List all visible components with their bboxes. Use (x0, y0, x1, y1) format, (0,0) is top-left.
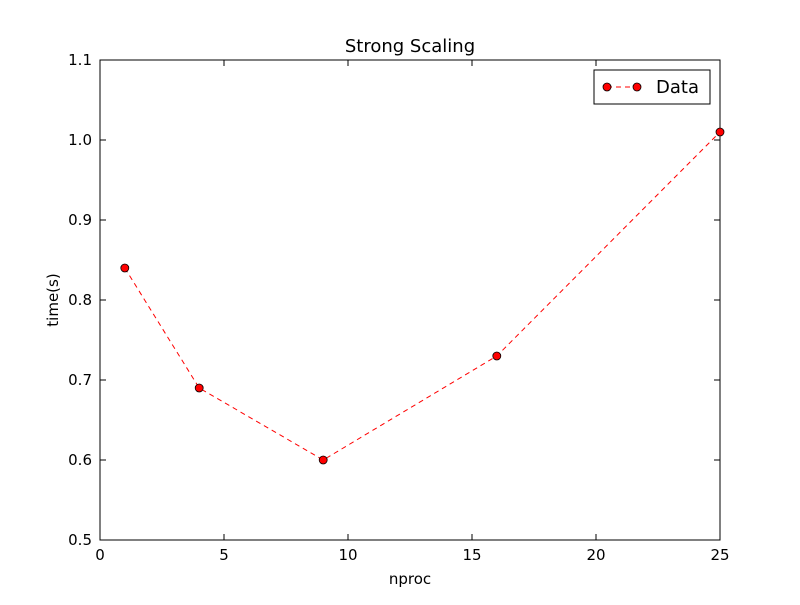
y-tick-label: 0.6 (68, 451, 92, 469)
legend-box (593, 69, 711, 105)
y-tick-label: 0.7 (68, 371, 92, 389)
x-tick-label: 0 (95, 546, 105, 564)
y-tick-label: 1.0 (68, 131, 92, 149)
legend-marker (632, 82, 642, 92)
data-point (120, 263, 130, 273)
plot-area-frame (99, 59, 721, 541)
y-axis-label: time(s) (44, 273, 62, 326)
chart-title: Strong Scaling (345, 36, 475, 57)
data-point (318, 455, 328, 465)
y-tick-label: 1.1 (68, 51, 92, 69)
axis-ticks (99, 59, 721, 541)
y-tick-label: 0.8 (68, 291, 92, 309)
x-tick-label: 5 (219, 546, 229, 564)
y-tick-label: 0.9 (68, 211, 92, 229)
data-point (194, 383, 204, 393)
x-tick-label: 10 (338, 546, 357, 564)
legend-marker (602, 82, 612, 92)
x-tick-label: 25 (710, 546, 729, 564)
series-layer (120, 127, 725, 465)
legend: Data (593, 69, 711, 105)
x-tick-label: 15 (462, 546, 481, 564)
legend-label-data: Data (656, 77, 699, 98)
axis-tick-labels: 0 5 10 15 20 25 0.5 0.6 0.7 0.8 0.9 1.0 1.1 (68, 51, 729, 564)
data-point (492, 351, 502, 361)
y-tick-label: 0.5 (68, 531, 92, 549)
series-line (124, 131, 721, 461)
x-axis-label: nproc (389, 570, 431, 588)
x-tick-label: 20 (586, 546, 605, 564)
data-point (715, 127, 725, 137)
